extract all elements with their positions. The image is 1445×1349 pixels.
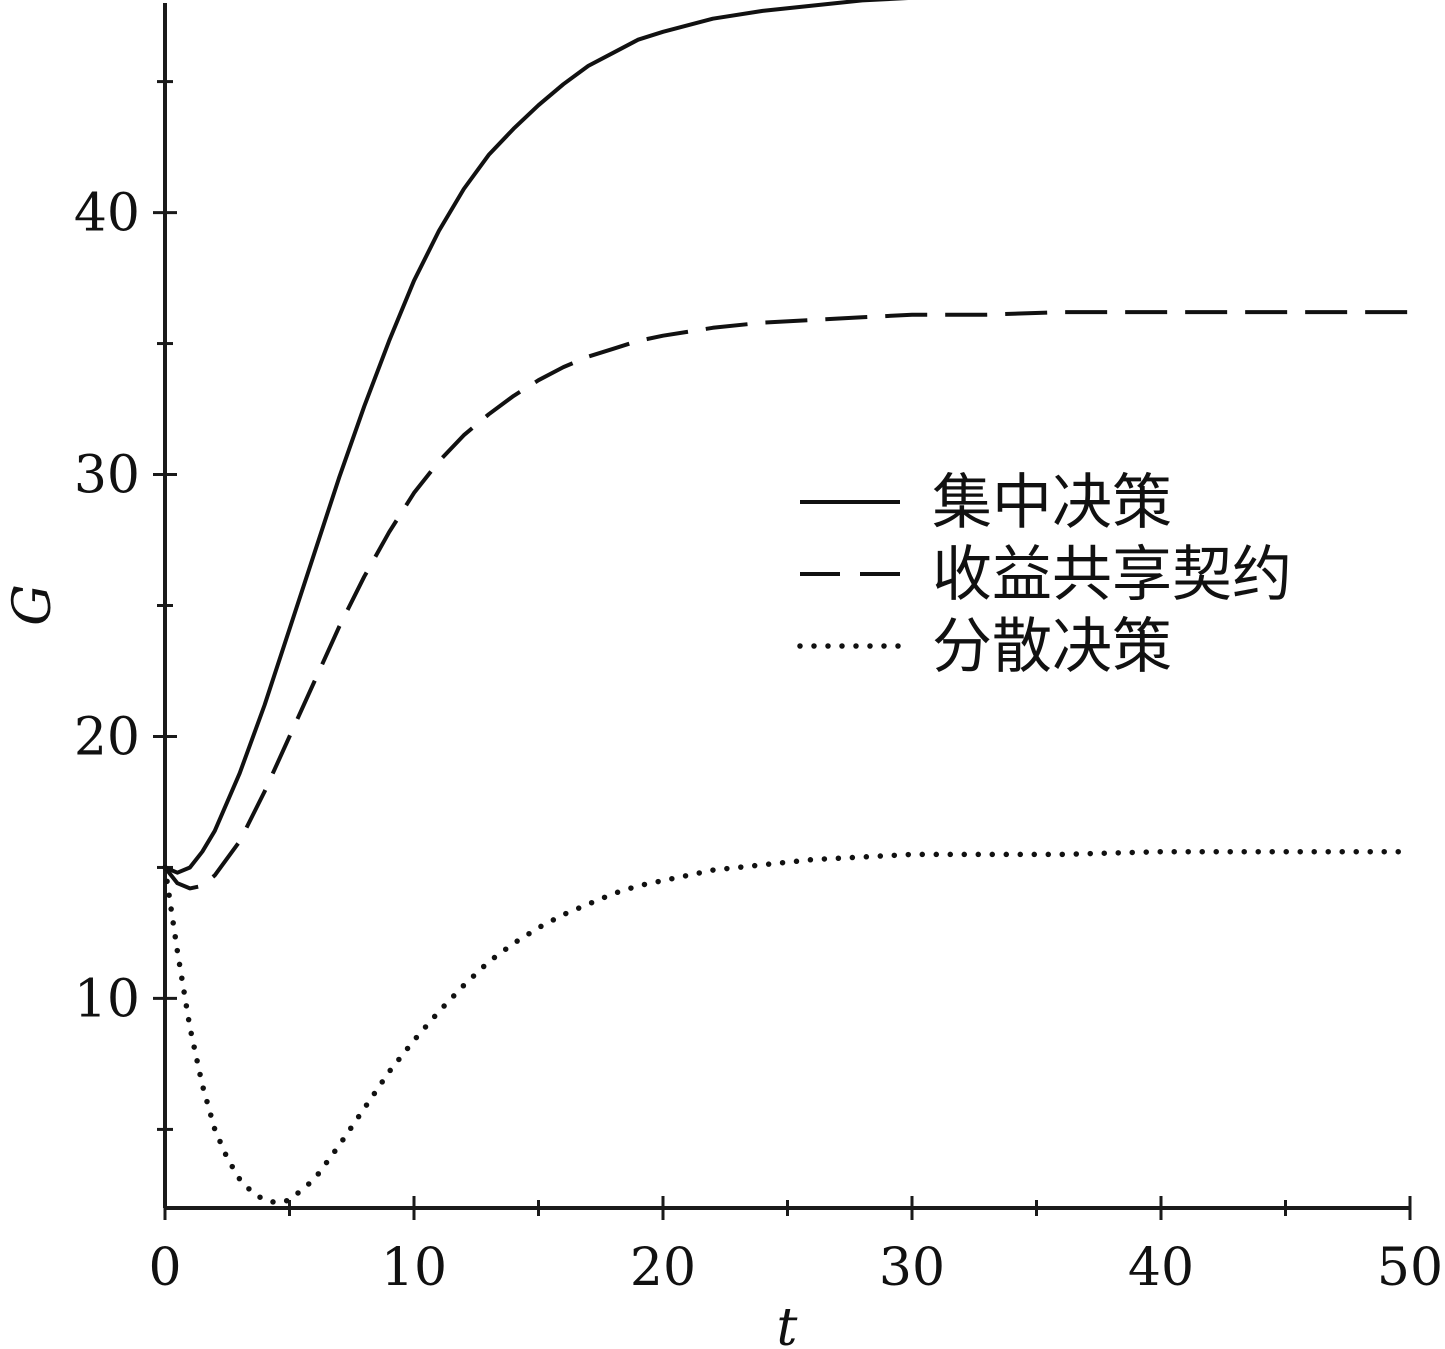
series-line-2 (163, 310, 1410, 891)
x-tick-label: 30 (879, 1238, 945, 1298)
x-tick-label: 20 (630, 1238, 696, 1298)
y-axis-title: G (3, 584, 63, 626)
x-tick-label: 10 (381, 1238, 447, 1298)
legend-label-3: 分散决策 (932, 612, 1172, 682)
legend-label-1: 集中决策 (932, 468, 1172, 538)
axes: 0 10 20 30 40 50 10 20 30 40 (74, 3, 1443, 1298)
y-tick-label: 30 (74, 446, 140, 506)
x-tick-label: 50 (1377, 1238, 1443, 1298)
series-layer (162, 0, 1413, 1206)
legend-label-2: 收益共享契约 (932, 540, 1292, 610)
series-line-3 (162, 848, 1413, 1206)
series-line-1 (164, 0, 909, 875)
y-tick-label: 10 (74, 969, 140, 1029)
x-tick-label: 0 (148, 1238, 181, 1298)
x-axis-title: t (777, 1298, 798, 1349)
x-tick-label: 40 (1128, 1238, 1194, 1298)
y-tick-label: 20 (74, 707, 140, 767)
y-tick-label: 40 (74, 184, 140, 244)
